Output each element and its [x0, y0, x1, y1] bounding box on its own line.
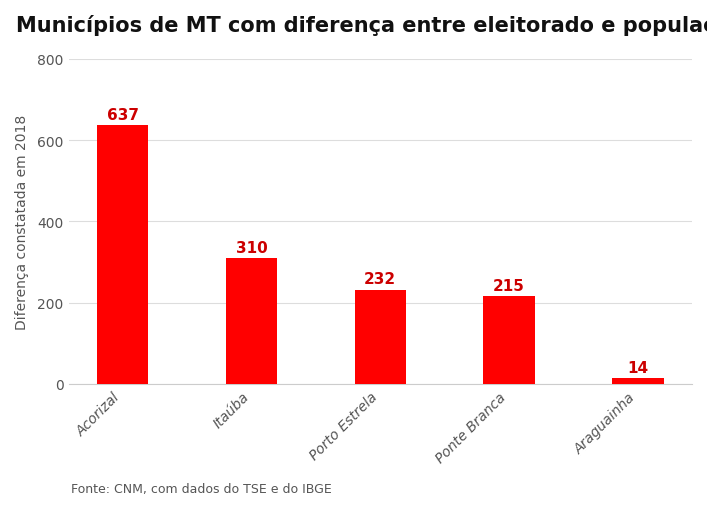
- Title: Municípios de MT com diferença entre eleitorado e população: Municípios de MT com diferença entre ele…: [16, 15, 707, 36]
- Bar: [226, 259, 277, 384]
- Bar: [484, 297, 535, 384]
- Y-axis label: Diferença constatada em 2018: Diferença constatada em 2018: [15, 115, 29, 329]
- Text: 232: 232: [364, 272, 397, 287]
- Text: 310: 310: [235, 240, 267, 255]
- Bar: [97, 126, 148, 384]
- Text: 637: 637: [107, 108, 139, 123]
- Text: Fonte: CNM, com dados do TSE e do IBGE: Fonte: CNM, com dados do TSE e do IBGE: [71, 482, 332, 495]
- Bar: [354, 290, 406, 384]
- Text: 14: 14: [627, 360, 648, 375]
- Text: 215: 215: [493, 279, 525, 293]
- Bar: [612, 378, 664, 384]
